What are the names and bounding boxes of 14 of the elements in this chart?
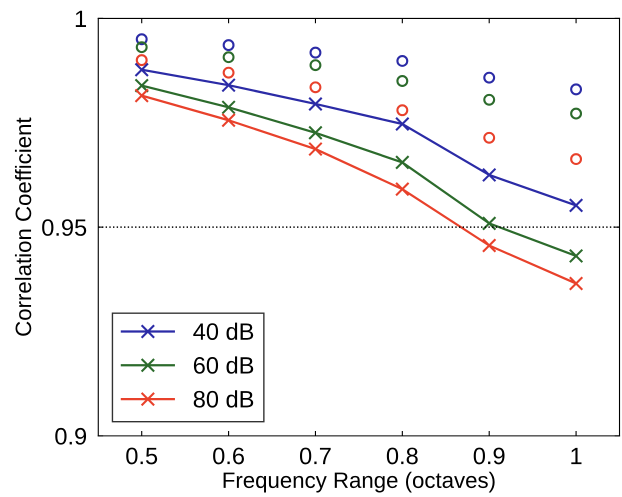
x-tick-label: 0.5 xyxy=(126,448,158,464)
legend-label: 60 dB xyxy=(194,356,254,374)
legend-label: 80 dB xyxy=(194,390,254,408)
y-axis-title: Correlation Coefficient xyxy=(14,118,32,336)
x-tick-label: 0.6 xyxy=(213,448,244,464)
legend-label: 40 dB xyxy=(193,322,254,340)
y-tick-label: 0.95 xyxy=(42,219,86,236)
x-tick-label: 0.8 xyxy=(386,448,418,464)
x-tick-label: 0.7 xyxy=(300,448,331,464)
x-tick-label: 1 xyxy=(571,448,582,464)
x-tick-label: 0.9 xyxy=(474,448,504,464)
y-tick-label: 0.9 xyxy=(55,428,86,445)
x-axis-title: Frequency Range (octaves) xyxy=(224,472,495,492)
y-tick-label: 1 xyxy=(76,10,86,27)
